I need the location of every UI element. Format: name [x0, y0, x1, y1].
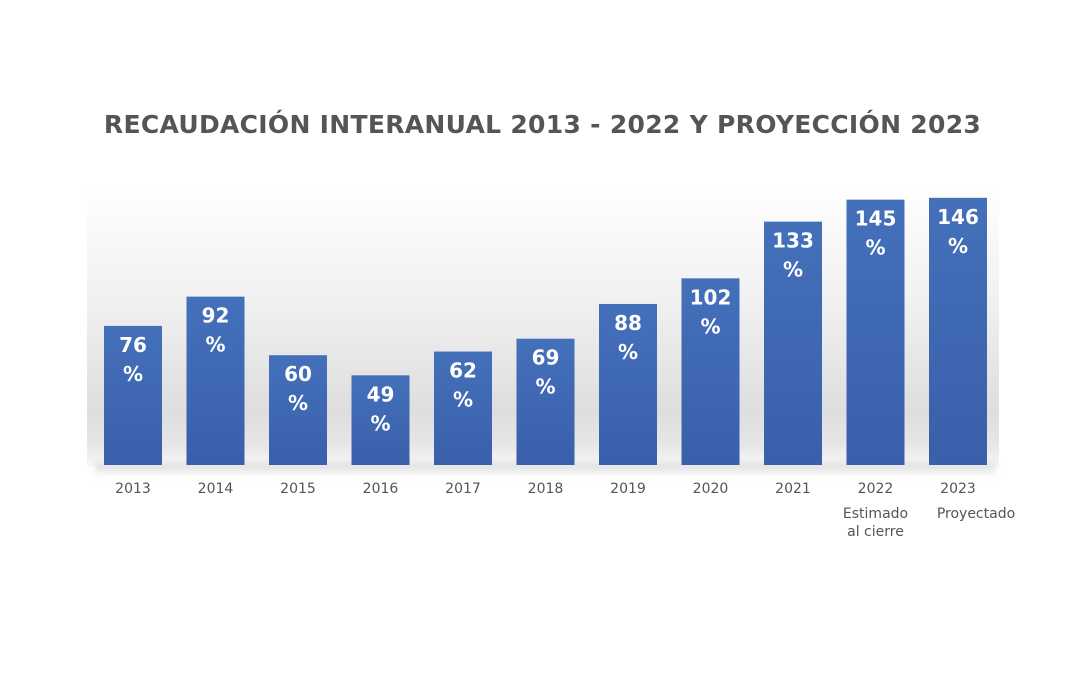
bar-2021 [764, 221, 822, 465]
x-tick-label-2018: 2018 [528, 481, 564, 497]
value-label-2023: 146 [937, 205, 979, 229]
bar-2022 [846, 199, 905, 465]
x-sublabel-2023: Proyectado [937, 506, 1015, 522]
value-label-2021: 133 [772, 229, 814, 253]
value-label-2015: 60 [284, 362, 312, 386]
value-suffix-2014: % [205, 333, 225, 357]
bar-2016 [351, 375, 410, 465]
x-tick-label-2019: 2019 [610, 481, 646, 497]
x-sublabel-2022: Estimado [843, 506, 908, 522]
bar-2015 [269, 355, 327, 465]
bar-2018 [516, 338, 575, 465]
x-tick-label-2021: 2021 [775, 481, 811, 497]
x-tick-label-2013: 2013 [115, 481, 151, 497]
value-suffix-2013: % [123, 362, 143, 386]
value-suffix-2015: % [288, 391, 308, 415]
x-tick-label-2020: 2020 [693, 481, 729, 497]
value-label-2022: 145 [855, 207, 897, 231]
value-suffix-2019: % [618, 340, 638, 364]
bar-2023 [929, 197, 987, 465]
x-tick-label-2017: 2017 [445, 481, 481, 497]
x-sublabel-2022-2: al cierre [847, 524, 904, 540]
value-suffix-2023: % [948, 234, 968, 258]
value-label-2016: 49 [367, 382, 395, 406]
value-suffix-2020: % [700, 314, 720, 338]
value-suffix-2021: % [783, 258, 803, 282]
value-suffix-2022: % [865, 236, 885, 260]
value-suffix-2018: % [535, 375, 555, 399]
bar-2014 [186, 296, 245, 465]
x-tick-label-2016: 2016 [363, 481, 399, 497]
x-tick-label-2014: 2014 [198, 481, 234, 497]
plot-shadow [95, 463, 995, 477]
value-label-2020: 102 [690, 285, 732, 309]
bar-2017 [434, 351, 492, 465]
x-tick-label-2022: 2022 [858, 481, 894, 497]
chart-title: RECAUDACIÓN INTERANUAL 2013 - 2022 Y PRO… [103, 110, 982, 139]
x-tick-label-2015: 2015 [280, 481, 316, 497]
value-label-2018: 69 [532, 346, 560, 370]
value-label-2013: 76 [119, 333, 147, 357]
value-label-2017: 62 [449, 359, 477, 383]
value-label-2019: 88 [614, 311, 642, 335]
bar-2020 [681, 278, 740, 465]
x-tick-label-2023: 2023 [940, 481, 976, 497]
bar-2019 [599, 303, 657, 465]
value-suffix-2017: % [453, 388, 473, 412]
value-suffix-2016: % [370, 411, 390, 435]
bar-2013 [104, 325, 162, 465]
value-label-2014: 92 [202, 304, 230, 328]
